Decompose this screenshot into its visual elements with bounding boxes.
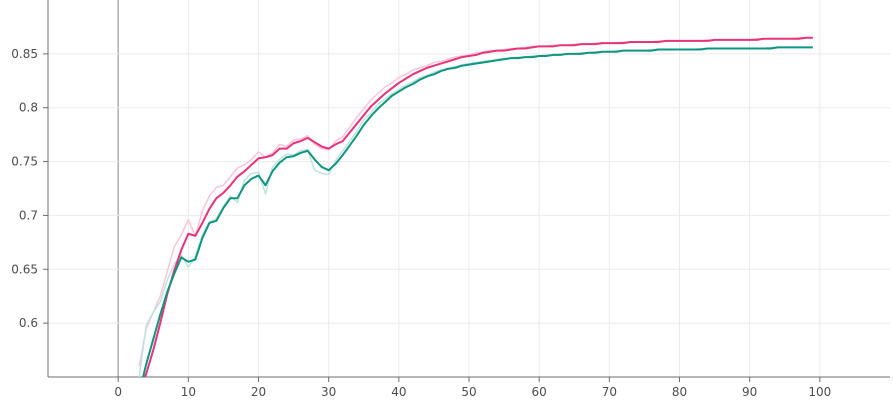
x-tick-label: 50 xyxy=(461,385,476,399)
y-tick-label: 0.65 xyxy=(11,262,38,276)
x-tick-label: 80 xyxy=(672,385,687,399)
y-tick-label: 0.75 xyxy=(11,155,38,169)
x-tick-label: 10 xyxy=(181,385,196,399)
x-tick-label: 70 xyxy=(602,385,617,399)
x-tick-label: 100 xyxy=(808,385,831,399)
y-tick-label: 0.7 xyxy=(19,208,38,222)
x-tick-label: 40 xyxy=(391,385,406,399)
y-tick-label: 0.85 xyxy=(11,47,38,61)
y-tick-label: 0.8 xyxy=(19,101,38,115)
series-1-line xyxy=(142,46,813,377)
series-layer xyxy=(138,36,813,377)
x-tick-label: 0 xyxy=(114,385,122,399)
series-1-raw-line xyxy=(138,46,813,377)
x-tick-label: 20 xyxy=(251,385,266,399)
x-tick-label: 60 xyxy=(532,385,547,399)
tick-label-layer: 0 10 20 30 40 50 60 70 80 90 100 0.6 0.65 0.7 0.75 0.8 0… xyxy=(11,47,831,399)
x-tick-label: 30 xyxy=(321,385,336,399)
series-0-line xyxy=(143,36,813,377)
y-tick-label: 0.6 xyxy=(19,316,38,330)
x-tick-label: 90 xyxy=(742,385,757,399)
axis-layer xyxy=(43,0,890,382)
series-0-raw-line xyxy=(138,36,813,367)
